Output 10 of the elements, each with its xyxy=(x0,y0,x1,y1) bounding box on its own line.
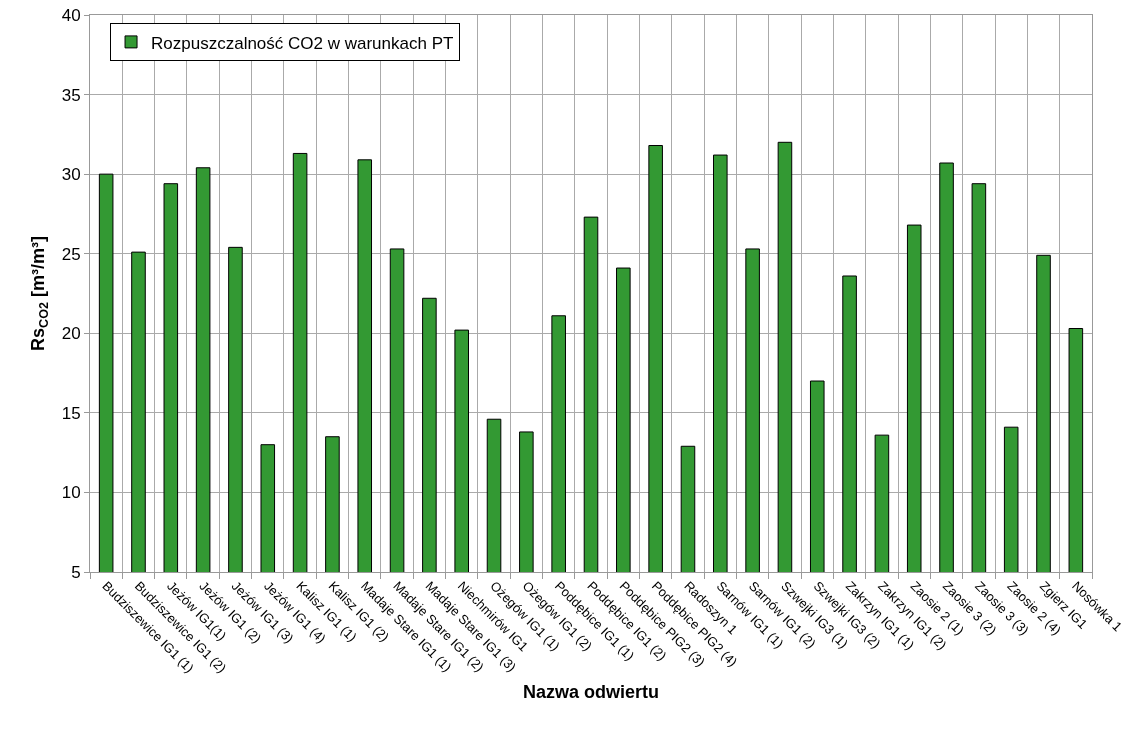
x-axis-title: Nazwa odwiertu xyxy=(522,681,660,702)
y-tick-label: 30 xyxy=(61,165,81,185)
y-tick-label: 25 xyxy=(61,244,81,264)
y-tick-label: 35 xyxy=(61,85,81,105)
y-tick-label: 40 xyxy=(61,5,81,25)
y-tick-label: 15 xyxy=(61,403,81,423)
y-tick-label: 5 xyxy=(71,562,81,582)
legend-label: Rozpuszczalność CO2 w warunkach PT xyxy=(151,33,454,53)
y-tick-label: 10 xyxy=(61,483,81,503)
y-tick-label: 20 xyxy=(61,324,81,344)
